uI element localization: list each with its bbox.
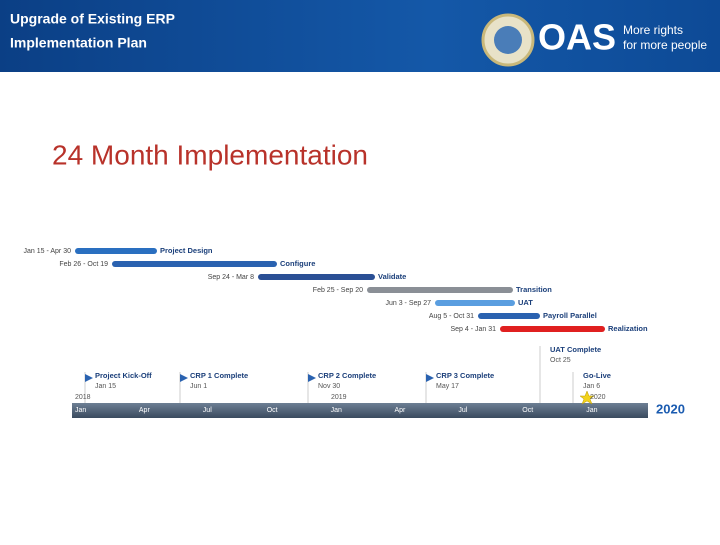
month-label: Jul bbox=[203, 407, 212, 414]
milestone-flag bbox=[180, 374, 188, 382]
milestone-name: CRP 1 Complete bbox=[190, 371, 248, 380]
month-label: Jan bbox=[75, 407, 86, 414]
month-label: Oct bbox=[522, 407, 533, 414]
milestone-flag bbox=[85, 374, 93, 382]
task-dates: Feb 26 - Oct 19 bbox=[59, 261, 108, 268]
task-dates: Aug 5 - Oct 31 bbox=[429, 313, 474, 320]
milestone-date: Nov 30 bbox=[318, 383, 340, 390]
task-bar bbox=[112, 261, 277, 267]
milestone-name: UAT Complete bbox=[550, 345, 601, 354]
task-name: UAT bbox=[518, 298, 533, 307]
task-name: Validate bbox=[378, 272, 406, 281]
logo-name: OAS bbox=[538, 17, 616, 58]
milestone-date: Oct 25 bbox=[550, 357, 571, 364]
task-dates: Sep 4 - Jan 31 bbox=[450, 326, 496, 333]
year-label: 2018 bbox=[75, 394, 91, 401]
milestone-name: CRP 3 Complete bbox=[436, 371, 494, 380]
task-name: Payroll Parallel bbox=[543, 311, 597, 320]
task-bar bbox=[500, 326, 605, 332]
month-label: Jan bbox=[331, 407, 342, 414]
task-bar bbox=[367, 287, 513, 293]
month-label: Jan bbox=[586, 407, 597, 414]
task-name: Transition bbox=[516, 285, 552, 294]
header-band bbox=[0, 0, 720, 72]
month-label: Jul bbox=[458, 407, 467, 414]
year-label: 2020 bbox=[590, 394, 606, 401]
header-title: Implementation Plan bbox=[10, 35, 147, 51]
milestone-flag bbox=[308, 374, 316, 382]
logo-tagline: More rights bbox=[623, 23, 683, 37]
milestone-name: Project Kick-Off bbox=[95, 371, 152, 380]
task-bar bbox=[75, 248, 157, 254]
task-dates: Jan 15 - Apr 30 bbox=[24, 248, 72, 255]
end-year: 2020 bbox=[656, 401, 685, 416]
month-label: Apr bbox=[139, 407, 151, 414]
task-bar bbox=[435, 300, 515, 306]
month-label: Oct bbox=[267, 407, 278, 414]
logo-tagline: for more people bbox=[623, 38, 707, 52]
task-name: Project Design bbox=[160, 246, 213, 255]
task-name: Realization bbox=[608, 324, 648, 333]
go-live-star bbox=[579, 390, 595, 405]
month-label: Apr bbox=[395, 407, 407, 414]
milestone-date: Jun 1 bbox=[190, 383, 207, 390]
milestone-date: Jan 6 bbox=[583, 383, 600, 390]
logo: OAS More rights for more people bbox=[481, 13, 707, 67]
task-dates: Jun 3 - Sep 27 bbox=[385, 300, 431, 307]
heading: 24 Month Implementation bbox=[52, 139, 368, 170]
year-label: 2019 bbox=[331, 394, 347, 401]
milestone-name: CRP 2 Complete bbox=[318, 371, 376, 380]
seal-center bbox=[494, 26, 522, 54]
milestone-flag bbox=[426, 374, 434, 382]
milestone-name: Go-Live bbox=[583, 371, 611, 380]
timeline-axis bbox=[72, 403, 648, 418]
header-title: Upgrade of Existing ERP bbox=[10, 11, 175, 27]
task-name: Configure bbox=[280, 259, 315, 268]
task-bar bbox=[258, 274, 375, 280]
task-dates: Feb 25 - Sep 20 bbox=[313, 287, 363, 294]
task-bar bbox=[478, 313, 540, 319]
milestone-date: May 17 bbox=[436, 383, 459, 390]
milestone-date: Jan 15 bbox=[95, 383, 116, 390]
task-dates: Sep 24 - Mar 8 bbox=[208, 274, 254, 281]
